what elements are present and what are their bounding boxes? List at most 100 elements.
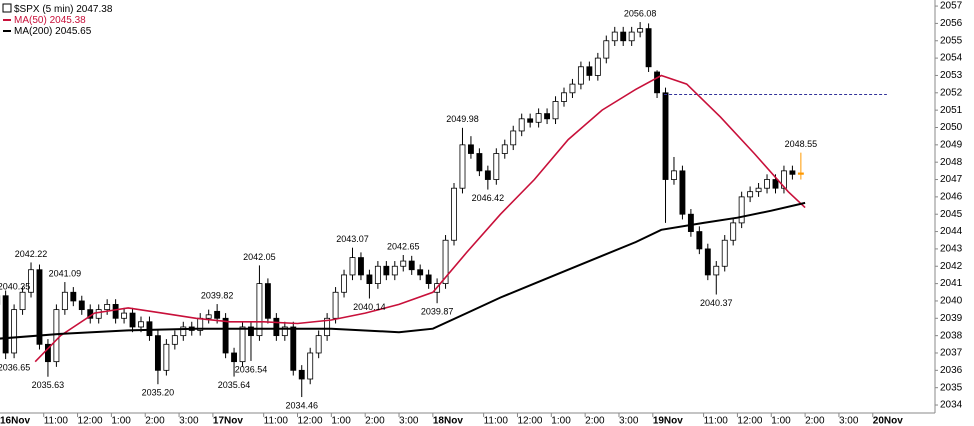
- candle-body: [501, 144, 508, 154]
- y-tick-label: 2040: [940, 296, 963, 307]
- candle-body: [603, 40, 610, 59]
- price-annotation: 2043.07: [336, 234, 369, 244]
- candle-body: [417, 269, 424, 276]
- x-tick-label: 2:00: [805, 416, 825, 426]
- candle-body: [510, 130, 517, 146]
- candle-body: [400, 260, 407, 267]
- candle-body: [332, 291, 339, 319]
- y-tick-label: 2057: [940, 1, 963, 12]
- candle-body: [298, 369, 305, 380]
- candle-body: [231, 352, 237, 363]
- candle-body: [687, 213, 694, 232]
- candle-body: [391, 265, 398, 276]
- y-tick-label: 2038: [940, 330, 963, 341]
- candle-body: [11, 309, 18, 354]
- x-tick-label: 18Nov: [433, 416, 463, 426]
- y-tick-label: 2034: [940, 400, 963, 411]
- x-tick-label: 11:00: [484, 416, 509, 426]
- candle-body: [484, 170, 491, 180]
- candle-body: [518, 118, 525, 132]
- y-tick-label: 2055: [940, 35, 963, 46]
- candle-body: [341, 274, 347, 293]
- legend-value: 2045.65: [55, 26, 92, 37]
- candle-body: [696, 231, 703, 250]
- legend-value: 2045.38: [50, 15, 87, 26]
- price-annotation: 2049.98: [446, 114, 479, 124]
- price-annotation: 2040.35: [0, 281, 30, 291]
- candle-body: [307, 352, 314, 380]
- candle-body: [273, 317, 280, 337]
- candle-body: [637, 28, 644, 33]
- candle-body: [349, 257, 356, 276]
- candle-body: [451, 187, 457, 241]
- candle-body: [239, 326, 246, 363]
- candle-body: [527, 118, 534, 123]
- x-tick-label: 11:00: [264, 416, 289, 426]
- y-tick-label: 2045: [940, 209, 963, 220]
- y-tick-label: 2053: [940, 70, 963, 81]
- candle-body: [569, 83, 576, 94]
- ma-line: [34, 74, 806, 363]
- candle-body: [256, 283, 263, 337]
- y-tick-label: 2052: [940, 87, 963, 98]
- candle-body: [772, 179, 779, 189]
- x-tick-label: 3:00: [619, 416, 639, 426]
- price-annotation: 2035.64: [218, 380, 251, 390]
- candle-body: [205, 314, 212, 319]
- candle-body: [561, 92, 567, 102]
- candle-body: [61, 291, 68, 311]
- candle-body: [129, 312, 136, 328]
- title: $SPX (5 min): [14, 4, 73, 15]
- legend-name: MA(200): [14, 26, 52, 37]
- y-tick-label: 2051: [940, 105, 963, 116]
- candle-body: [764, 179, 770, 189]
- candle-body: [154, 335, 161, 371]
- candle-body: [755, 187, 762, 193]
- y-tick-label: 2041: [940, 278, 963, 289]
- symbol-icon: [2, 3, 12, 13]
- x-tick-label: 16Nov: [0, 416, 30, 426]
- price-annotation: 2036.54: [235, 364, 268, 374]
- candle-body: [611, 31, 618, 42]
- candle-body: [2, 295, 9, 354]
- price-annotation: 2048.55: [785, 139, 818, 149]
- y-tick-label: 2056: [940, 18, 963, 29]
- x-tick-label: 12:00: [298, 416, 323, 426]
- candle-body: [713, 265, 720, 276]
- price-annotation: 2042.65: [387, 241, 420, 251]
- candle-body: [425, 274, 432, 285]
- x-tick-label: 1:00: [331, 416, 351, 426]
- plot-area: [0, 22, 887, 398]
- candle-body: [654, 71, 660, 94]
- x-tick-label: 11:00: [44, 416, 69, 426]
- candle-body: [264, 283, 271, 319]
- candle-body: [552, 101, 559, 120]
- x-tick-label: 3:00: [399, 416, 419, 426]
- candle-body: [290, 326, 297, 371]
- candle-body: [620, 31, 627, 42]
- x-tick-label: 20Nov: [873, 416, 903, 426]
- candle-body: [442, 239, 449, 285]
- candle-body: [171, 335, 178, 345]
- candle-body: [36, 269, 43, 345]
- legend-title: $SPX (5 min) 2047.38: [14, 4, 113, 15]
- y-tick-label: 2037: [940, 348, 963, 359]
- candle-body: [730, 222, 737, 241]
- candle-body: [78, 300, 85, 311]
- candle-body: [70, 291, 77, 302]
- candle-body: [374, 265, 381, 285]
- candle-body: [789, 170, 796, 175]
- y-tick-label: 2036: [940, 365, 963, 376]
- candle-body: [112, 304, 119, 319]
- x-tick-label: 11:00: [704, 416, 729, 426]
- legend-name: MA(50): [14, 15, 47, 26]
- candle-body: [281, 326, 288, 337]
- candle-body: [358, 257, 364, 276]
- candle-body: [738, 196, 745, 224]
- price-annotation: 2042.22: [15, 249, 48, 259]
- x-tick-label: 17Nov: [213, 416, 243, 426]
- price-annotation: 2040.14: [353, 302, 386, 312]
- candle-body: [121, 312, 128, 319]
- y-tick-label: 2050: [940, 122, 963, 133]
- candle-body: [53, 309, 60, 363]
